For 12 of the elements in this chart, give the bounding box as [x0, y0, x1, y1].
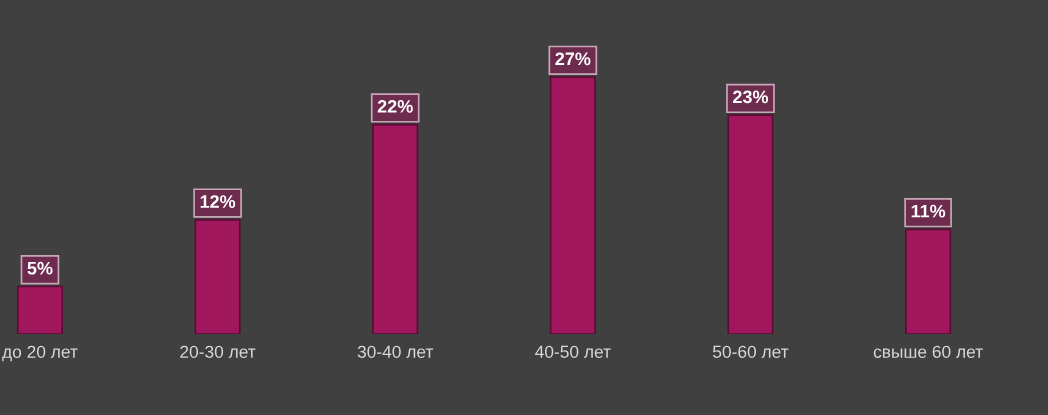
data-label: 11% — [911, 204, 946, 218]
data-label: 5% — [27, 261, 53, 275]
data-label: 23% — [733, 90, 769, 104]
x-tick-label: 30-40 лет — [357, 345, 434, 358]
x-tick-label: до 20 лет — [2, 345, 78, 362]
data-label: 27% — [555, 52, 591, 66]
x-tick-label: 20-30 лет — [180, 345, 256, 358]
x-tick-label: 50-60 лет — [712, 345, 789, 358]
x-tick-label: свыше 60 лет — [873, 345, 983, 358]
data-label: 12% — [200, 195, 236, 208]
x-tick-label: 40-50 лет — [535, 345, 611, 358]
data-label: 22% — [377, 100, 413, 113]
